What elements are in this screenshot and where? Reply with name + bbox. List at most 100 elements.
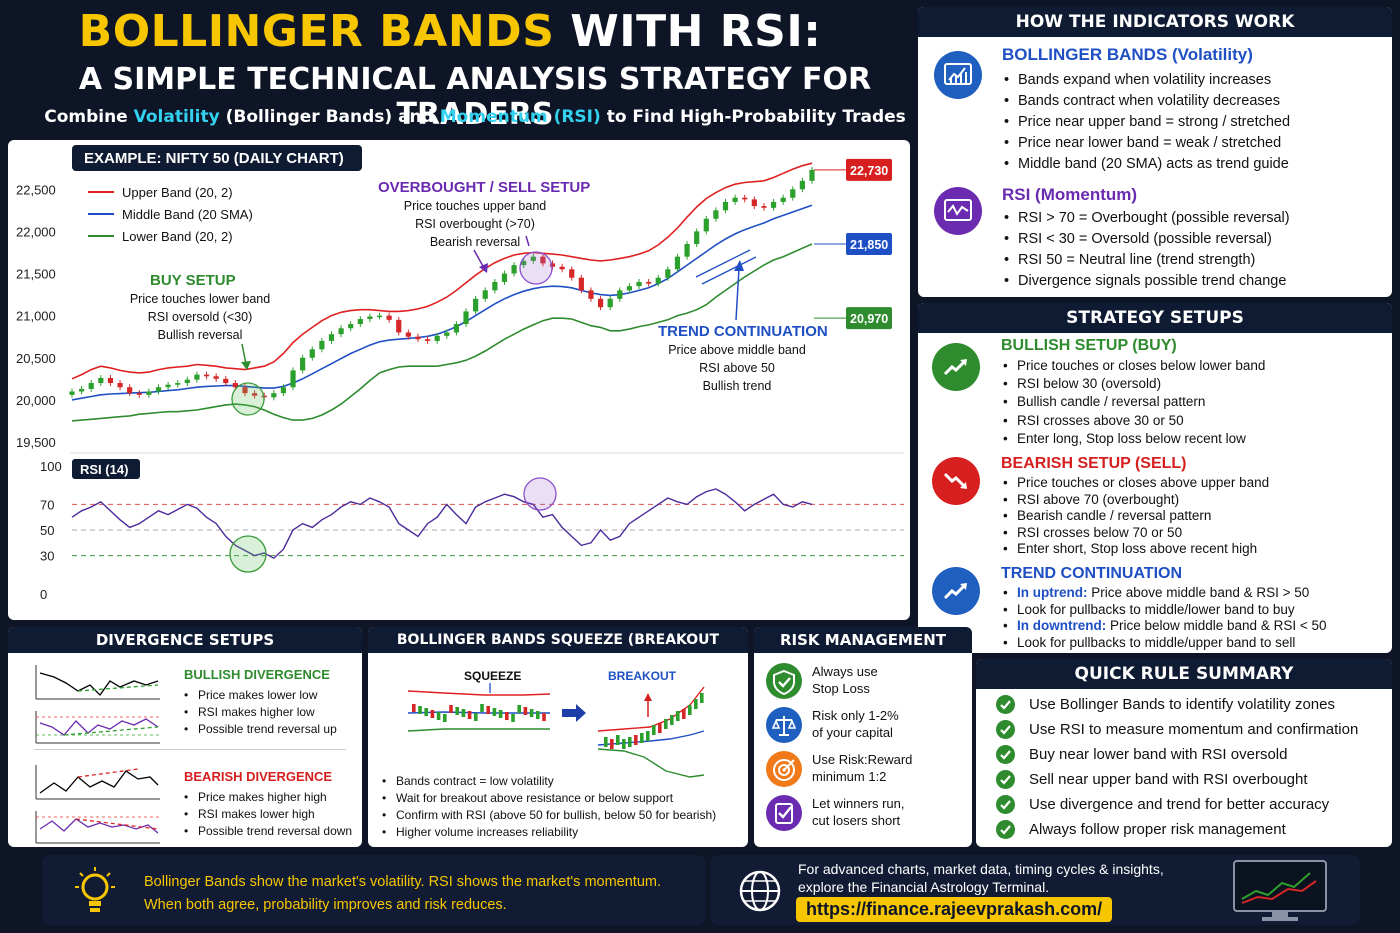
y-tick-label: 21,500 xyxy=(16,267,56,282)
list-item: Middle band (20 SMA) acts as trend guide xyxy=(1002,154,1290,175)
candle-body xyxy=(521,260,527,266)
quick-rule-item: Use Bollinger Bands to identify volatili… xyxy=(1029,696,1335,713)
candle-body xyxy=(511,265,517,274)
squeeze-candle xyxy=(424,708,428,716)
squeeze-candle xyxy=(418,706,422,714)
risk-panel: RISK MANAGEMENT Always use Stop Loss Risk … xyxy=(754,627,972,847)
rsi-title: RSI (14) xyxy=(80,462,128,477)
candle-body xyxy=(549,263,556,267)
nifty-chart: EXAMPLE: NIFTY 50 (DAILY CHART) 22,500 22,… xyxy=(16,145,904,602)
squeeze-candle xyxy=(436,712,441,720)
rsi-tick-label: 30 xyxy=(40,549,54,564)
candle-body xyxy=(482,290,488,299)
sell-setup-line: Price touches upper band xyxy=(404,199,547,213)
breakout-candle xyxy=(688,705,692,715)
candle-body xyxy=(540,256,546,264)
candle-body xyxy=(213,376,219,379)
breakout-candle xyxy=(676,711,680,721)
squeeze-candle xyxy=(529,709,534,717)
risk-line1: Risk only 1-2% xyxy=(812,708,899,723)
list-item: Price makes higher high xyxy=(182,789,352,806)
candle-body xyxy=(232,383,238,388)
candle-body xyxy=(453,324,460,333)
squeeze-candle xyxy=(412,704,416,712)
candle-body xyxy=(674,256,681,270)
squeeze-candle xyxy=(430,710,435,718)
check-icon xyxy=(996,695,1015,714)
sell-arrow-head xyxy=(479,263,488,273)
website-link[interactable]: https://finance.rajeevprakash.com/ xyxy=(796,897,1113,922)
bearish-divergence-diagram xyxy=(35,765,160,844)
lightbulb-icon xyxy=(75,867,115,912)
candle-body xyxy=(492,281,498,291)
rsi-tick-label: 0 xyxy=(40,587,47,602)
candle-body xyxy=(732,197,738,202)
buy-setup-line: Bullish reversal xyxy=(158,328,243,342)
candle-body xyxy=(694,231,700,245)
breakout-candle xyxy=(694,699,698,709)
breakout-candle xyxy=(604,737,608,747)
price-label: 21,850 xyxy=(850,238,888,252)
list-item: Price near upper band = strong / stretch… xyxy=(1002,112,1290,133)
candle-body xyxy=(501,273,508,282)
list-item: Possible trend reversal down xyxy=(182,823,352,840)
candle-body xyxy=(88,383,94,389)
subtitle-part: (Bollinger Bands) and xyxy=(219,107,440,127)
squeeze-middle xyxy=(407,711,550,714)
how-indicators-title: HOW THE INDICATORS WORK xyxy=(918,7,1392,37)
footer-tip: Bollinger Bands show the market's volati… xyxy=(42,855,706,925)
rsi-oversold-circle xyxy=(229,535,267,573)
price-label: 20,970 xyxy=(850,312,888,326)
squeeze-candle xyxy=(480,704,484,712)
footer-tip-line1: Bollinger Bands show the market's volati… xyxy=(144,874,661,890)
candle-body xyxy=(175,383,181,385)
rsi-section-title: RSI (Momentum) xyxy=(1002,185,1138,204)
footer-tip-line2: When both agree, probability improves an… xyxy=(144,897,507,913)
list-item: RSI below 30 (oversold) xyxy=(1001,375,1265,393)
shield-check-icon xyxy=(766,663,802,699)
candle-body xyxy=(396,319,402,333)
candle-body xyxy=(799,180,805,190)
subtitle-part: to Find High-Probability Trades xyxy=(600,107,906,127)
title-with-rsi: WITH RSI: xyxy=(570,6,822,57)
candle-body xyxy=(69,391,75,395)
legend-label: Middle Band (20 SMA) xyxy=(122,207,253,222)
list-item: Enter short, Stop loss above recent high xyxy=(1001,541,1269,558)
risk-item-text: Let winners run, cut losers short xyxy=(812,795,905,829)
candle-body xyxy=(713,210,719,219)
trend-line-1 xyxy=(695,249,751,278)
breakout-candle xyxy=(652,725,656,735)
breakout-candle xyxy=(664,719,668,729)
candle-body xyxy=(415,336,421,340)
candle-body xyxy=(194,374,200,380)
rsi-tick-label: 70 xyxy=(40,497,54,512)
candle-body xyxy=(588,290,594,299)
page-subtitle: Combine Volatility (Bollinger Bands) and… xyxy=(0,107,950,127)
globe-icon xyxy=(739,870,781,912)
buy-arrow-head xyxy=(241,361,251,370)
trend-setup-title: TREND CONTINUATION xyxy=(1001,565,1183,582)
candle-body xyxy=(386,315,392,320)
list-item: RSI < 30 = Oversold (possible reversal) xyxy=(1002,229,1290,250)
candle-body xyxy=(665,269,671,278)
candle-body xyxy=(742,197,748,200)
target-icon xyxy=(766,751,802,787)
candle-body xyxy=(223,378,229,384)
price-label-box xyxy=(846,233,892,256)
trend-setup-line: Price above middle band xyxy=(668,343,806,357)
arrow-right-icon xyxy=(562,704,586,722)
check-icon xyxy=(996,770,1015,789)
uptrend-label: In uptrend: xyxy=(1017,585,1088,600)
candle-body xyxy=(280,387,287,394)
candle-body xyxy=(646,281,652,284)
sell-arrow xyxy=(473,249,485,269)
breakout-candle xyxy=(622,739,626,749)
squeeze-title: BOLLINGER BANDS SQUEEZE (BREAKOUT SETUP) xyxy=(368,627,748,674)
rsi-line xyxy=(71,488,813,560)
squeeze-candle xyxy=(523,707,528,715)
list-item: Confirm with RSI (above 50 for bullish, … xyxy=(380,807,716,824)
risk-item-text: Use Risk:Reward minimum 1:2 xyxy=(812,751,912,785)
candle-body xyxy=(578,277,584,291)
subtitle-part: Combine xyxy=(44,107,134,127)
breakout-candle xyxy=(640,733,644,743)
